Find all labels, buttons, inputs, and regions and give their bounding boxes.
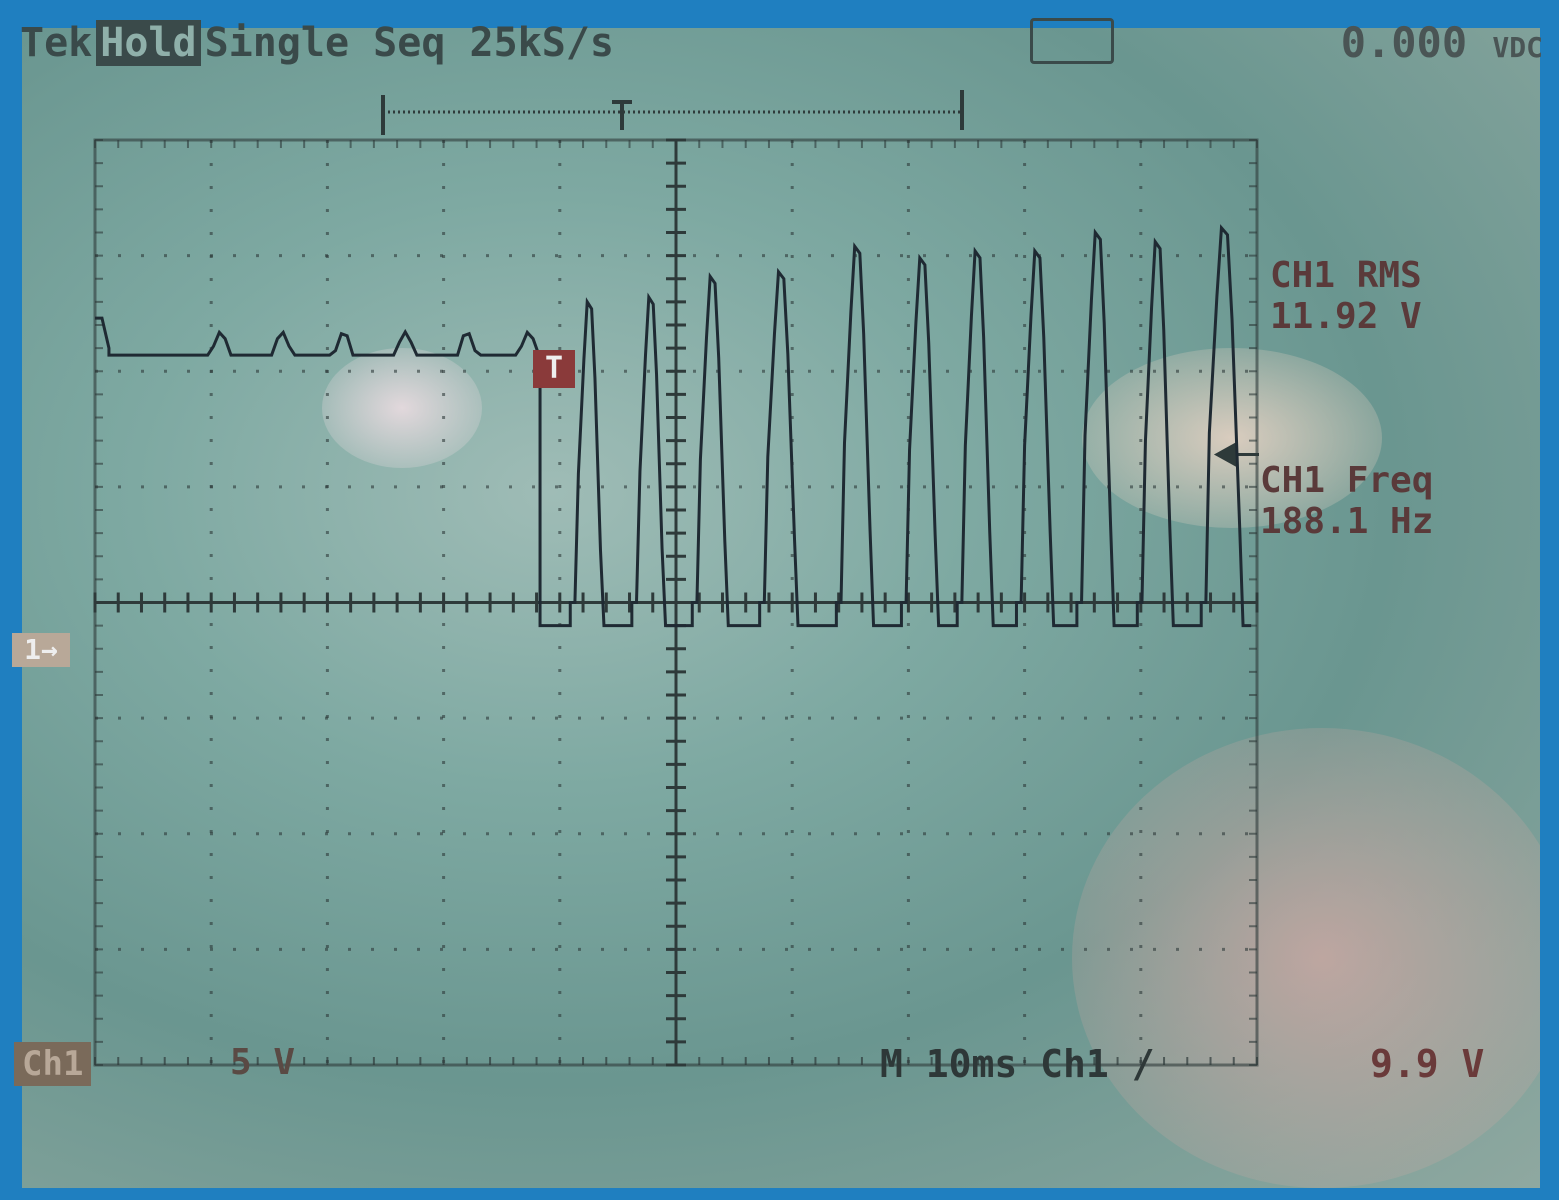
ch1-waveform-trace: [95, 224, 1252, 628]
hold-badge: Hold: [96, 20, 201, 66]
trigger-source: Ch1: [1040, 1042, 1109, 1086]
timebase: M 10ms: [880, 1042, 1018, 1086]
trigger-slope-icon: /: [1131, 1042, 1155, 1086]
glare: [1082, 348, 1382, 528]
measurement-rms: CH1 RMS 11.92 V: [1270, 255, 1519, 337]
glare: [322, 348, 482, 468]
dvm-value: 0.000: [1340, 18, 1468, 67]
trigger-level: 9.9 V: [1370, 1042, 1485, 1086]
measurement-label: CH1 Freq: [1260, 460, 1434, 501]
sample-rate: 25kS/s: [469, 20, 615, 66]
oscilloscope-screen: [22, 28, 1540, 1188]
scope-probe-icon: [1030, 18, 1114, 64]
status-line: Tek Hold Single Seq 25kS/s: [20, 20, 614, 66]
measurement-label: CH1 RMS: [1270, 255, 1422, 296]
dvm-unit: VDC: [1492, 31, 1543, 64]
dvm-readout: 0.000 VDC: [1341, 18, 1543, 67]
measurement-value: 11.92 V: [1270, 296, 1422, 337]
measurement-freq: CH1 Freq 188.1 Hz: [1260, 460, 1519, 542]
timebase-readout: M 10ms Ch1 /: [880, 1042, 1155, 1086]
glare: [1072, 728, 1540, 1188]
ground-marker: 1→: [12, 633, 70, 667]
trigger-level-arrow-icon: [1213, 441, 1259, 468]
measurement-value: 188.1 Hz: [1260, 501, 1434, 542]
trigger-point-marker: T: [533, 350, 575, 388]
channel-badge: Ch1: [14, 1042, 92, 1086]
volts-per-div: 5 V: [230, 1042, 296, 1083]
acquisition-mode: Single Seq: [204, 20, 446, 66]
brand-label: Tek: [20, 20, 93, 66]
